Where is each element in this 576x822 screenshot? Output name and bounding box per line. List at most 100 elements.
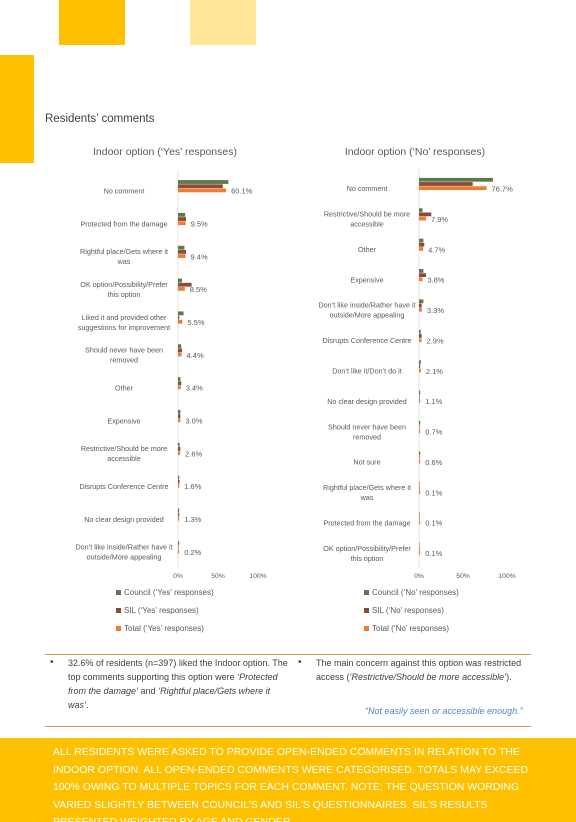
data-label: 2.9%	[427, 336, 444, 345]
bar-council	[178, 377, 181, 381]
decorative-block-light	[190, 0, 256, 45]
bar-total	[419, 550, 421, 555]
legend-swatch-sil	[116, 608, 121, 614]
bar-total	[178, 418, 181, 423]
bar-sil	[178, 381, 182, 386]
decorative-side-bar	[0, 55, 34, 163]
x-tick-label: 100%	[498, 573, 515, 580]
chart-no-responses: Indoor option (‘No’ responses) No commen…	[290, 140, 540, 650]
legend-swatch-council	[364, 590, 369, 596]
bar-total	[419, 429, 421, 434]
category-label: accessible	[350, 220, 384, 229]
bar-sil	[419, 394, 420, 399]
bar-council	[419, 299, 424, 304]
bullet-right: • The main concern against this option w…	[298, 656, 530, 684]
bar-total	[419, 490, 421, 494]
bar-council	[419, 512, 420, 516]
data-label: 3.4%	[186, 384, 203, 393]
data-label: 1.6%	[184, 482, 201, 491]
legend-item-council-yes: Council (‘Yes’ responses)	[116, 588, 214, 597]
bar-council	[178, 180, 229, 184]
category-label: Rightful place/Gets where it	[80, 247, 168, 256]
bar-council	[419, 329, 421, 334]
category-label: Other	[115, 383, 134, 392]
legend-label: Total (‘No’ responses)	[372, 624, 450, 633]
category-label: Should never have been	[85, 346, 163, 355]
bar-council	[419, 177, 493, 182]
data-label: 2.1%	[426, 367, 443, 376]
category-label: No clear design provided	[327, 397, 407, 406]
bar-council	[419, 269, 424, 273]
category-label: OK option/Possibility/Prefer	[80, 280, 168, 289]
category-label: Other	[358, 245, 377, 254]
bar-sil	[178, 545, 179, 550]
category-label: removed	[353, 432, 381, 441]
data-label: 4.4%	[187, 351, 204, 360]
chart-title-no: Indoor option (‘No’ responses)	[344, 146, 486, 158]
bar-sil	[419, 242, 425, 247]
bar-council	[178, 508, 180, 513]
bar-sil	[419, 425, 420, 429]
bar-total	[419, 247, 424, 251]
bar-total	[178, 221, 186, 226]
category-label: suggestions for improvement	[78, 323, 170, 332]
category-label: removed	[110, 356, 138, 365]
bar-total	[178, 287, 185, 291]
legend-label: Council (‘No’ responses)	[372, 588, 459, 597]
bar-total	[178, 549, 180, 554]
bar-sil	[178, 446, 181, 451]
category-label: outside/More appealing	[330, 311, 405, 320]
category-label: Rightful place/Gets where it	[323, 483, 411, 492]
category-label: No comment	[104, 186, 145, 195]
category-label: this option	[108, 290, 141, 299]
legend-item-council-no: Council (‘No’ responses)	[364, 588, 459, 597]
data-label: 8.5%	[190, 285, 207, 294]
x-tick-label: 100%	[249, 573, 266, 580]
x-tick-label: 0%	[173, 573, 183, 580]
bullet-emphasis: ‘Restrictive/Should be more accessible’	[349, 672, 507, 682]
category-label: Expensive	[107, 416, 140, 425]
category-label: Disrupts Conference Centre	[322, 336, 411, 345]
bar-total	[419, 338, 422, 343]
bullet-dot: •	[50, 657, 54, 668]
bar-sil	[419, 303, 422, 308]
legend-item-sil-yes: SIL (‘Yes’ responses)	[116, 606, 199, 615]
bar-total	[178, 319, 183, 324]
data-label: 9.4%	[191, 252, 208, 261]
x-tick-label: 0%	[414, 573, 424, 580]
bullet-text-part: 32.6% of residents (n=397) liked the Ind…	[68, 658, 288, 682]
data-label: 7.9%	[431, 215, 448, 224]
bar-total	[178, 451, 181, 455]
bar-sil	[419, 485, 420, 490]
divider-top	[45, 654, 531, 655]
category-label: Disrupts Conference Centre	[79, 482, 168, 491]
bar-sil	[419, 273, 427, 278]
legend-item-total-no: Total (‘No’ responses)	[364, 624, 449, 633]
bullet-text-part: .	[86, 700, 89, 710]
category-label: Protected from the damage	[323, 518, 410, 527]
divider-bottom	[45, 726, 531, 727]
bar-total	[419, 459, 421, 464]
bar-sil	[178, 315, 180, 320]
bar-council	[419, 238, 424, 243]
bar-sil	[178, 348, 182, 353]
bar-total	[419, 398, 421, 403]
chart-title-yes: Indoor option (‘Yes’ responses)	[93, 146, 237, 158]
decorative-block-dark	[59, 0, 125, 45]
bar-sil	[419, 182, 473, 186]
bar-council	[178, 541, 180, 546]
bar-sil	[419, 516, 420, 521]
legend-label: Total (‘Yes’ responses)	[124, 624, 204, 633]
data-label: 2.6%	[185, 449, 202, 458]
bar-sil	[178, 249, 186, 254]
data-label: 0.2%	[184, 548, 201, 557]
bar-total	[419, 520, 421, 525]
data-label: 3.0%	[185, 417, 202, 426]
bar-council	[419, 390, 421, 395]
bar-council	[178, 344, 182, 349]
bar-council	[178, 442, 180, 447]
legend-swatch-total	[364, 626, 369, 632]
chart-yes-responses: Indoor option (‘Yes’ responses) No comme…	[40, 140, 290, 650]
bullet-emphasis: ‘Rightful place/Gets where it was’	[68, 686, 271, 710]
data-label: 76.7%	[491, 184, 513, 193]
